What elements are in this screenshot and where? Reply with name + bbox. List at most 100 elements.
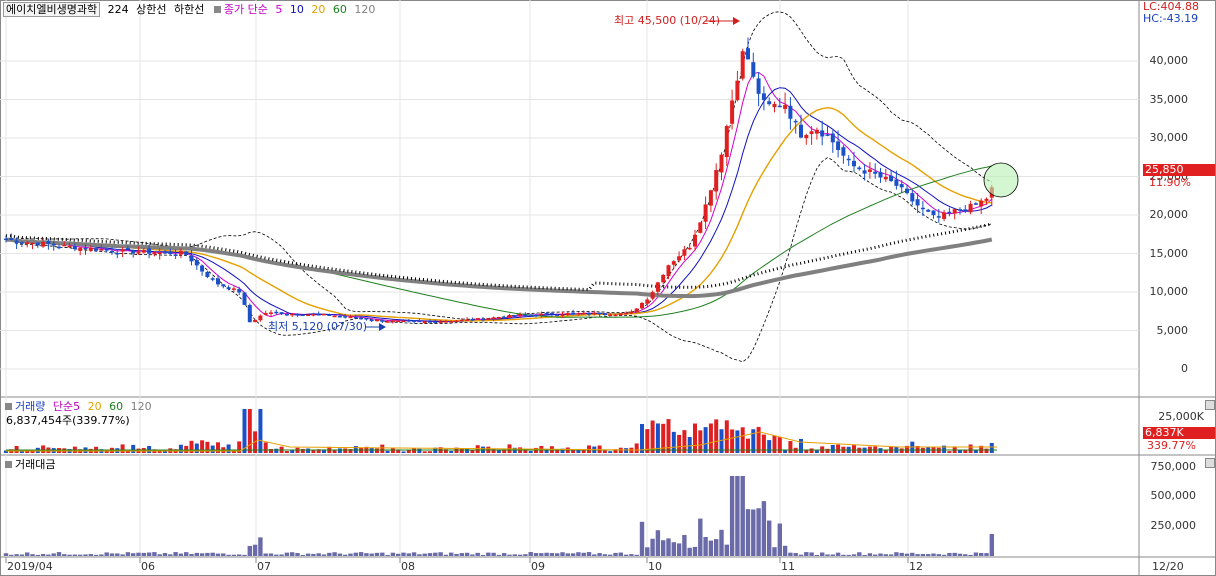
amount-bar: [358, 552, 364, 556]
candle-body: [353, 317, 358, 319]
amount-bar: [332, 552, 337, 556]
volume-legend: 거래량 단순5 20 60 120: [3, 400, 156, 413]
amount-bar: [703, 536, 708, 556]
volume-bar: [258, 409, 263, 453]
amount-bar: [533, 553, 539, 556]
amount-bar: [258, 537, 263, 556]
candle-body: [253, 319, 258, 323]
amount-bar: [904, 553, 910, 556]
candle-body: [178, 251, 183, 255]
amount-bar: [544, 552, 549, 556]
amount-bar: [740, 476, 745, 556]
volume-bar: [809, 448, 814, 453]
volume-bar: [905, 445, 909, 453]
candle-body: [375, 319, 379, 322]
candle-body: [910, 193, 915, 202]
amount-bar: [199, 553, 205, 556]
candle-body: [396, 320, 401, 323]
amount-bar: [989, 534, 994, 556]
amount-bar: [194, 552, 199, 556]
volume-bar: [316, 449, 321, 453]
amount-bar: [841, 554, 846, 556]
volume-label: 거래량: [15, 400, 46, 413]
amount-bar: [692, 546, 698, 556]
candle-body: [78, 247, 83, 251]
amount-bar: [486, 552, 491, 556]
upper-band-line: [5, 11, 992, 320]
amount-bar: [274, 554, 279, 556]
volume-bar: [756, 426, 761, 453]
volume-bar: [698, 430, 703, 453]
amount-bar: [9, 554, 14, 556]
candle-body: [406, 320, 411, 322]
amount-bar: [523, 554, 528, 556]
ma-10: 10: [289, 3, 304, 16]
candle-body: [125, 248, 130, 250]
amount-bar: [327, 552, 332, 556]
candle-body: [777, 105, 782, 108]
volume-bar: [571, 450, 576, 453]
candle-body: [428, 321, 432, 323]
candle-body: [799, 124, 803, 138]
amount-bar: [464, 552, 470, 556]
volume-bar: [761, 434, 766, 453]
amount-bar: [952, 552, 957, 556]
volume-bar: [714, 419, 719, 453]
candle-body: [136, 252, 141, 254]
amount-bar: [290, 552, 295, 556]
volume-bar: [878, 448, 883, 453]
candle-body: [231, 288, 236, 290]
volume-bar: [385, 450, 390, 453]
volume-bar: [830, 445, 835, 453]
candle-body: [449, 321, 454, 323]
amount-bar: [459, 553, 464, 556]
amount-bar: [62, 554, 67, 556]
candle-body: [110, 251, 114, 253]
candle-body: [947, 211, 952, 214]
amount-bar: [316, 553, 321, 556]
price-tick: 10,000: [1149, 285, 1189, 298]
amount-bar: [618, 552, 623, 556]
candle-body: [571, 312, 576, 315]
volume-bar: [205, 441, 210, 453]
amount-bar: [666, 538, 671, 556]
candle-body: [767, 101, 772, 105]
candle-body: [629, 311, 634, 314]
candle-body: [9, 238, 14, 240]
amount-bar: [104, 552, 109, 556]
x-axis-label: 06: [141, 560, 155, 573]
candle-body: [62, 244, 67, 247]
amount-bar: [947, 552, 952, 556]
volume-bar: [210, 445, 215, 453]
amount-bar: [846, 554, 851, 556]
amount-bar: [380, 552, 385, 556]
volume-bar: [703, 427, 708, 453]
amount-bar: [735, 476, 740, 556]
candle-body: [756, 78, 761, 94]
candle-body: [332, 315, 337, 318]
highlight-circle: [983, 162, 1019, 198]
amount-bar: [443, 554, 449, 556]
volume-panel-handle[interactable]: [1205, 400, 1215, 410]
candle-body: [915, 199, 920, 206]
volume-bar: [624, 448, 629, 453]
candle-body: [730, 100, 735, 124]
amount-bar: [867, 553, 873, 556]
amount-bar: [957, 553, 963, 556]
amount-bar: [539, 553, 544, 556]
candle-body: [210, 278, 215, 280]
ma-label: 종가 단순: [223, 3, 268, 16]
candle-body: [237, 289, 242, 293]
candle-body: [19, 242, 24, 244]
volume-bar: [751, 429, 756, 453]
volume-bar: [825, 448, 830, 453]
candle-body: [443, 321, 448, 323]
amount-bar: [634, 554, 639, 556]
amount-bar: [51, 553, 56, 556]
amount-panel-handle[interactable]: [1205, 458, 1215, 468]
amount-bar: [374, 552, 380, 556]
stock-name-box[interactable]: 에이치엘비생명과학: [3, 2, 101, 17]
amount-bar: [210, 552, 215, 556]
amount-bar: [687, 547, 692, 556]
